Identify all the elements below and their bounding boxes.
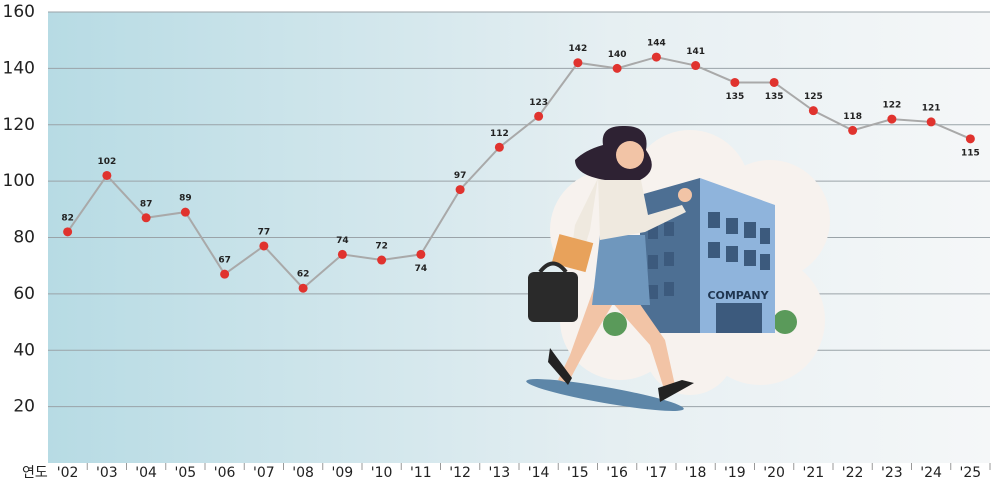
data-point <box>730 77 740 87</box>
data-point <box>259 241 269 251</box>
y-tick-label: 40 <box>13 340 35 360</box>
data-label: 62 <box>297 270 310 280</box>
data-label: 140 <box>608 50 627 60</box>
data-label: 74 <box>415 264 428 274</box>
y-tick-label: 20 <box>13 397 35 417</box>
data-point <box>769 77 779 87</box>
data-point <box>573 58 583 68</box>
data-point <box>887 114 897 124</box>
data-point <box>612 63 622 73</box>
grid <box>48 11 990 408</box>
x-tick-label: '10 <box>371 465 393 481</box>
x-tick-label: '13 <box>489 465 511 481</box>
data-label: 123 <box>529 98 548 108</box>
building-label: COMPANY <box>707 289 769 302</box>
data-label: 112 <box>490 129 509 139</box>
x-tick-label: '12 <box>449 465 471 481</box>
x-tick-label: '22 <box>842 465 864 481</box>
x-tick-label: '20 <box>763 465 785 481</box>
x-tick-label: '14 <box>528 465 550 481</box>
data-point <box>494 142 504 152</box>
data-label: 118 <box>843 112 862 122</box>
x-tick-label: '21 <box>803 465 825 481</box>
y-tick-label: 80 <box>13 228 35 248</box>
data-point <box>102 170 112 180</box>
data-point <box>926 117 936 127</box>
data-label: 122 <box>882 101 901 111</box>
data-label: 125 <box>804 92 823 102</box>
data-point <box>416 249 426 259</box>
data-label: 141 <box>686 47 705 57</box>
y-tick-label: 60 <box>13 284 35 304</box>
x-tick-label: '02 <box>57 465 79 481</box>
data-label: 135 <box>725 92 744 102</box>
data-label: 121 <box>922 103 941 113</box>
data-line <box>66 56 971 290</box>
y-tick-label: 140 <box>3 58 35 78</box>
data-label: 72 <box>375 242 388 252</box>
y-tick-label: 100 <box>3 171 35 191</box>
x-axis-label: 연도 <box>22 465 48 481</box>
x-tick-label: '19 <box>724 465 746 481</box>
data-label: 82 <box>61 213 74 223</box>
x-tick-label: '04 <box>135 465 157 481</box>
data-label: 142 <box>568 44 587 54</box>
x-tick-label: '24 <box>920 465 942 481</box>
x-tick-label: '17 <box>646 465 668 481</box>
data-label: 67 <box>218 256 231 266</box>
x-tick-label: '18 <box>685 465 707 481</box>
data-label: 135 <box>765 92 784 102</box>
data-point <box>691 61 701 71</box>
data-point <box>377 255 387 265</box>
x-tick-label: '23 <box>881 465 903 481</box>
data-point <box>298 283 308 293</box>
data-label: 115 <box>961 148 980 158</box>
x-tick-label: '07 <box>253 465 275 481</box>
data-point <box>808 106 818 116</box>
x-tick-label: '06 <box>214 465 236 481</box>
data-point <box>651 52 661 62</box>
data-label: 144 <box>647 39 666 49</box>
data-point <box>534 111 544 121</box>
data-label: 74 <box>336 236 349 246</box>
y-tick-label: 160 <box>3 2 35 22</box>
data-point <box>220 269 230 279</box>
x-tick-label: '11 <box>410 465 432 481</box>
data-label: 97 <box>454 171 467 181</box>
plot: 82 102 87 89 67 77 62 74 72 74 97 112 123 142 140 144 14… <box>61 39 980 293</box>
data-point <box>180 207 190 217</box>
data-point <box>965 134 975 144</box>
data-point <box>63 227 73 237</box>
data-label: 89 <box>179 194 192 204</box>
x-tick-label: '09 <box>332 465 354 481</box>
x-tick-label: '15 <box>567 465 589 481</box>
data-point <box>455 185 465 195</box>
x-tick-label: '03 <box>96 465 118 481</box>
data-point <box>337 249 347 259</box>
data-label: 87 <box>140 199 153 209</box>
illustration: COMPANY <box>526 125 830 411</box>
data-point <box>848 125 858 135</box>
x-tick-label: '05 <box>175 465 197 481</box>
y-tick-label: 120 <box>3 115 35 135</box>
data-label: 102 <box>97 157 116 167</box>
data-point <box>141 213 151 223</box>
x-tick-label: '08 <box>292 465 314 481</box>
data-label: 77 <box>258 227 271 237</box>
x-tick-label: '25 <box>960 465 982 481</box>
x-tick-label: '16 <box>606 465 628 481</box>
